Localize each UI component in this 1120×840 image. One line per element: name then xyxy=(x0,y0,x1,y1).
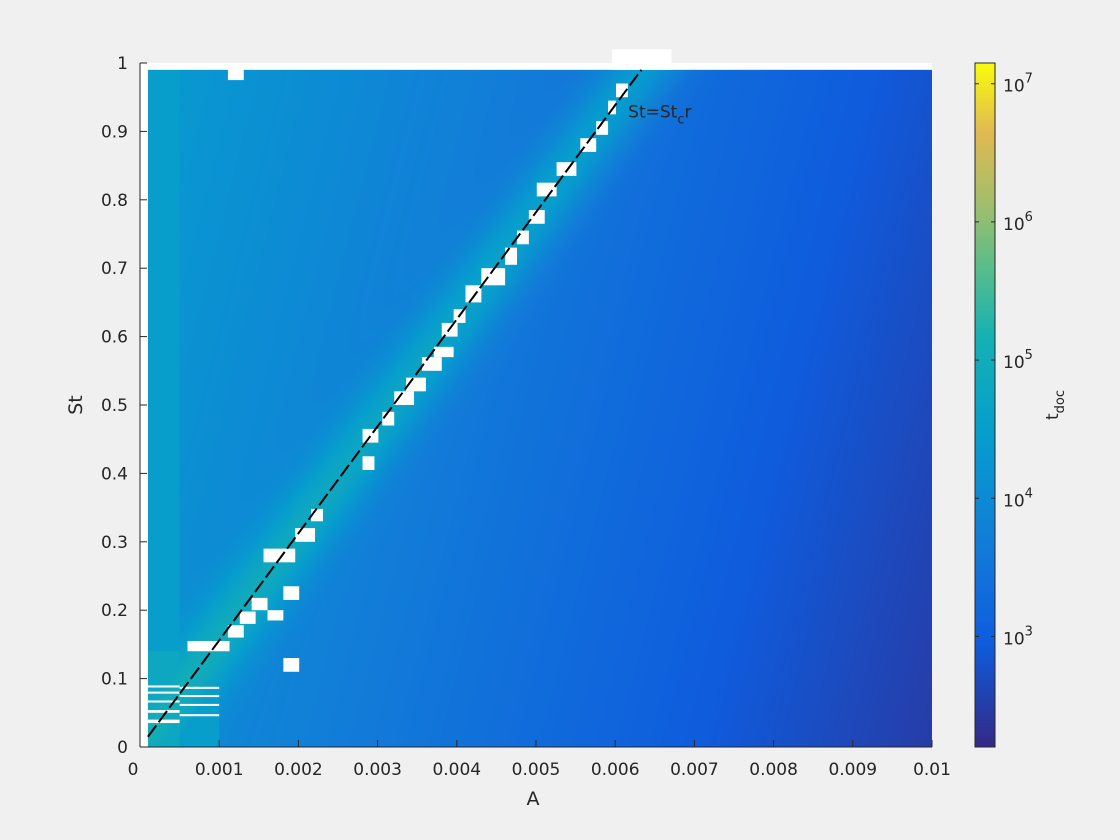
blank-region xyxy=(608,100,616,115)
blank-region xyxy=(251,597,268,611)
blank-region xyxy=(267,610,284,621)
blank-region xyxy=(147,691,180,694)
colorbar-tick-exponent: 5 xyxy=(1025,348,1033,363)
colorbar-tick-label: 103 xyxy=(1003,624,1033,649)
critical-line-label-tail: r xyxy=(684,102,691,122)
critical-line-label-sub: c xyxy=(677,112,684,127)
plot-area: St=Stcr xyxy=(140,49,932,747)
blank-region xyxy=(239,611,256,624)
x-tick-label: 0 xyxy=(128,760,139,780)
blank-region xyxy=(147,685,180,688)
y-tick-label: 0.2 xyxy=(101,601,128,621)
critical-line-label: St=Stcr xyxy=(628,102,691,127)
blank-region xyxy=(283,658,300,672)
x-tick-label: 0.006 xyxy=(591,760,640,780)
blank-region xyxy=(295,528,316,542)
y-axis-label: St xyxy=(65,395,87,415)
x-tick-label: 0.004 xyxy=(432,760,481,780)
blank-region xyxy=(311,508,323,522)
colorbar-tick-label: 104 xyxy=(1003,486,1033,511)
blank-region xyxy=(179,695,220,698)
x-tick-label: 0.005 xyxy=(512,760,561,780)
y-tick-label: 1 xyxy=(117,54,128,74)
x-tick-label: 0.009 xyxy=(828,760,877,780)
blank-region xyxy=(433,346,454,358)
blank-region xyxy=(421,357,442,371)
colorbar-label-base: t xyxy=(1043,413,1063,420)
colorbar-label: tdoc xyxy=(1043,390,1068,420)
blank-region xyxy=(179,686,220,689)
x-axis: 0 0.001 0.002 0.003 0.004 0.005 0.006 0.007 0.00… xyxy=(128,740,951,780)
colorbar-frame xyxy=(974,62,996,748)
x-tick-label: 0.008 xyxy=(749,760,798,780)
y-tick-label: 0.6 xyxy=(101,328,128,348)
x-tick-label: 0.002 xyxy=(274,760,323,780)
blank-region xyxy=(615,83,628,98)
y-tick-label: 0.5 xyxy=(101,396,128,416)
blank-region xyxy=(263,548,296,563)
colorbar-tick-base: 10 xyxy=(1003,353,1025,373)
blank-region xyxy=(556,162,577,176)
colorbar-tick-base: 10 xyxy=(1003,491,1025,511)
y-tick-label: 0.1 xyxy=(101,670,128,690)
blank-region xyxy=(465,285,482,303)
colorbar-tick-base: 10 xyxy=(1003,215,1025,235)
y-tick-label: 0.4 xyxy=(101,464,128,484)
blank-region xyxy=(227,625,244,638)
colorbar-tick-base: 10 xyxy=(1003,629,1025,649)
x-tick-label: 0.003 xyxy=(353,760,402,780)
critical-line-path xyxy=(147,69,643,738)
y-tick-label: 0 xyxy=(117,738,128,758)
colorbar-tick-label: 106 xyxy=(1003,210,1033,235)
critical-line xyxy=(147,69,643,738)
blank-region xyxy=(596,121,609,135)
blank-region xyxy=(362,456,375,470)
colorbar-tick-label: 105 xyxy=(1003,348,1033,373)
colorbar-label-sub: doc xyxy=(1053,390,1068,413)
blank-region xyxy=(394,391,415,405)
blank-region xyxy=(147,719,180,724)
x-axis-label: A xyxy=(527,788,540,810)
blank-region xyxy=(536,182,557,197)
blank-region xyxy=(505,247,517,265)
blank-region xyxy=(481,268,506,286)
blank-region xyxy=(528,210,545,224)
y-tick-label: 0.8 xyxy=(101,191,128,211)
critical-line-label-base: St=St xyxy=(628,102,677,122)
blank-region xyxy=(179,703,220,706)
colorbar-tick-exponent: 4 xyxy=(1025,486,1033,501)
y-tick-label: 0.7 xyxy=(101,259,128,279)
y-tick-label: 0.3 xyxy=(101,533,128,553)
blank-region xyxy=(516,230,529,245)
blank-region xyxy=(140,63,932,70)
blank-region xyxy=(362,428,379,443)
heatmap-image xyxy=(140,63,932,747)
blank-region xyxy=(147,710,180,713)
blank-region xyxy=(283,586,300,600)
blank-region xyxy=(179,714,220,717)
colorbar-tick-exponent: 6 xyxy=(1025,210,1033,225)
y-tick-label: 0.9 xyxy=(101,122,128,142)
blank-region xyxy=(147,700,180,703)
blank-region xyxy=(382,411,395,426)
colorbar-tick-exponent: 3 xyxy=(1025,624,1033,639)
colorbar-gradient xyxy=(975,63,995,747)
blank-region xyxy=(187,640,230,652)
colorbar-tick-base: 10 xyxy=(1003,77,1025,97)
colorbar-tick-label: 107 xyxy=(1003,72,1033,97)
x-tick-label: 0.01 xyxy=(913,760,951,780)
x-tick-label: 0.007 xyxy=(670,760,719,780)
x-tick-label: 0.001 xyxy=(195,760,244,780)
y-axis: 0 0.1 0.2 0.3 0.4 0.5 0.6 0.7 0.8 0.9 1 xyxy=(101,54,147,758)
colorbar-tick-exponent: 7 xyxy=(1025,72,1033,87)
